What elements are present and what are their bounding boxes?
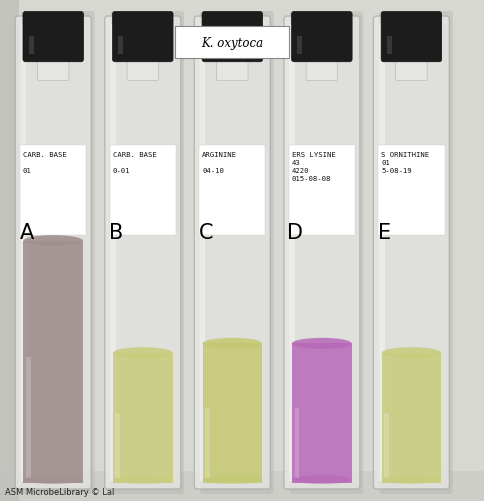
Bar bbox=[115, 413, 120, 478]
Bar bbox=[110, 25, 116, 481]
Bar bbox=[297, 37, 302, 55]
FancyBboxPatch shape bbox=[112, 13, 173, 63]
Bar bbox=[113, 353, 172, 483]
Bar bbox=[289, 25, 295, 481]
FancyBboxPatch shape bbox=[38, 49, 69, 81]
Bar bbox=[387, 37, 392, 55]
Bar bbox=[205, 409, 210, 478]
Ellipse shape bbox=[202, 475, 262, 484]
FancyBboxPatch shape bbox=[195, 17, 271, 489]
Bar bbox=[109, 145, 176, 235]
Ellipse shape bbox=[292, 338, 351, 349]
FancyBboxPatch shape bbox=[396, 49, 427, 81]
Bar bbox=[0, 471, 484, 501]
Bar bbox=[378, 145, 444, 235]
Bar bbox=[203, 344, 262, 483]
FancyBboxPatch shape bbox=[217, 49, 248, 81]
Bar bbox=[0, 0, 19, 501]
Ellipse shape bbox=[381, 348, 441, 359]
Bar bbox=[26, 357, 31, 478]
Text: C: C bbox=[198, 223, 213, 243]
Bar bbox=[208, 37, 213, 55]
FancyBboxPatch shape bbox=[306, 49, 337, 81]
Bar bbox=[199, 25, 205, 481]
Bar bbox=[23, 241, 83, 483]
Ellipse shape bbox=[202, 338, 262, 349]
FancyBboxPatch shape bbox=[21, 12, 95, 494]
Bar bbox=[294, 409, 299, 478]
Bar bbox=[20, 145, 87, 235]
FancyBboxPatch shape bbox=[202, 13, 262, 63]
Text: K. oxytoca: K. oxytoca bbox=[201, 37, 263, 50]
Bar bbox=[384, 413, 389, 478]
Text: CARB. BASE

01: CARB. BASE 01 bbox=[23, 151, 67, 173]
Ellipse shape bbox=[381, 475, 441, 484]
Bar bbox=[199, 145, 265, 235]
Bar bbox=[29, 37, 33, 55]
Ellipse shape bbox=[113, 475, 172, 484]
FancyBboxPatch shape bbox=[127, 49, 158, 81]
Ellipse shape bbox=[292, 475, 351, 484]
FancyBboxPatch shape bbox=[23, 13, 83, 63]
Text: B: B bbox=[109, 223, 123, 243]
Bar bbox=[378, 25, 384, 481]
Bar bbox=[288, 145, 355, 235]
Text: A: A bbox=[19, 223, 34, 243]
Ellipse shape bbox=[113, 348, 172, 359]
Text: S ORNITHINE
01
5-08-19: S ORNITHINE 01 5-08-19 bbox=[381, 151, 429, 173]
FancyBboxPatch shape bbox=[175, 27, 289, 59]
Bar bbox=[118, 37, 123, 55]
FancyBboxPatch shape bbox=[379, 12, 453, 494]
FancyBboxPatch shape bbox=[284, 17, 360, 489]
Text: D: D bbox=[287, 223, 303, 243]
Text: CARB. BASE

0-01: CARB. BASE 0-01 bbox=[112, 151, 156, 173]
FancyBboxPatch shape bbox=[290, 12, 363, 494]
Bar bbox=[20, 25, 26, 481]
Text: E: E bbox=[378, 223, 392, 243]
FancyBboxPatch shape bbox=[105, 17, 181, 489]
Ellipse shape bbox=[24, 475, 83, 484]
Bar bbox=[382, 353, 441, 483]
FancyBboxPatch shape bbox=[15, 17, 91, 489]
Text: ASM MicrobeLibrary © Lal: ASM MicrobeLibrary © Lal bbox=[5, 487, 114, 496]
FancyBboxPatch shape bbox=[291, 13, 352, 63]
Ellipse shape bbox=[24, 235, 83, 246]
Text: ERS LYSINE
43
4220
015-08-08: ERS LYSINE 43 4220 015-08-08 bbox=[291, 151, 335, 181]
Bar bbox=[292, 344, 351, 483]
Text: ARGININE

04-10: ARGININE 04-10 bbox=[202, 151, 237, 173]
FancyBboxPatch shape bbox=[374, 17, 449, 489]
FancyBboxPatch shape bbox=[381, 13, 441, 63]
FancyBboxPatch shape bbox=[110, 12, 184, 494]
FancyBboxPatch shape bbox=[200, 12, 274, 494]
